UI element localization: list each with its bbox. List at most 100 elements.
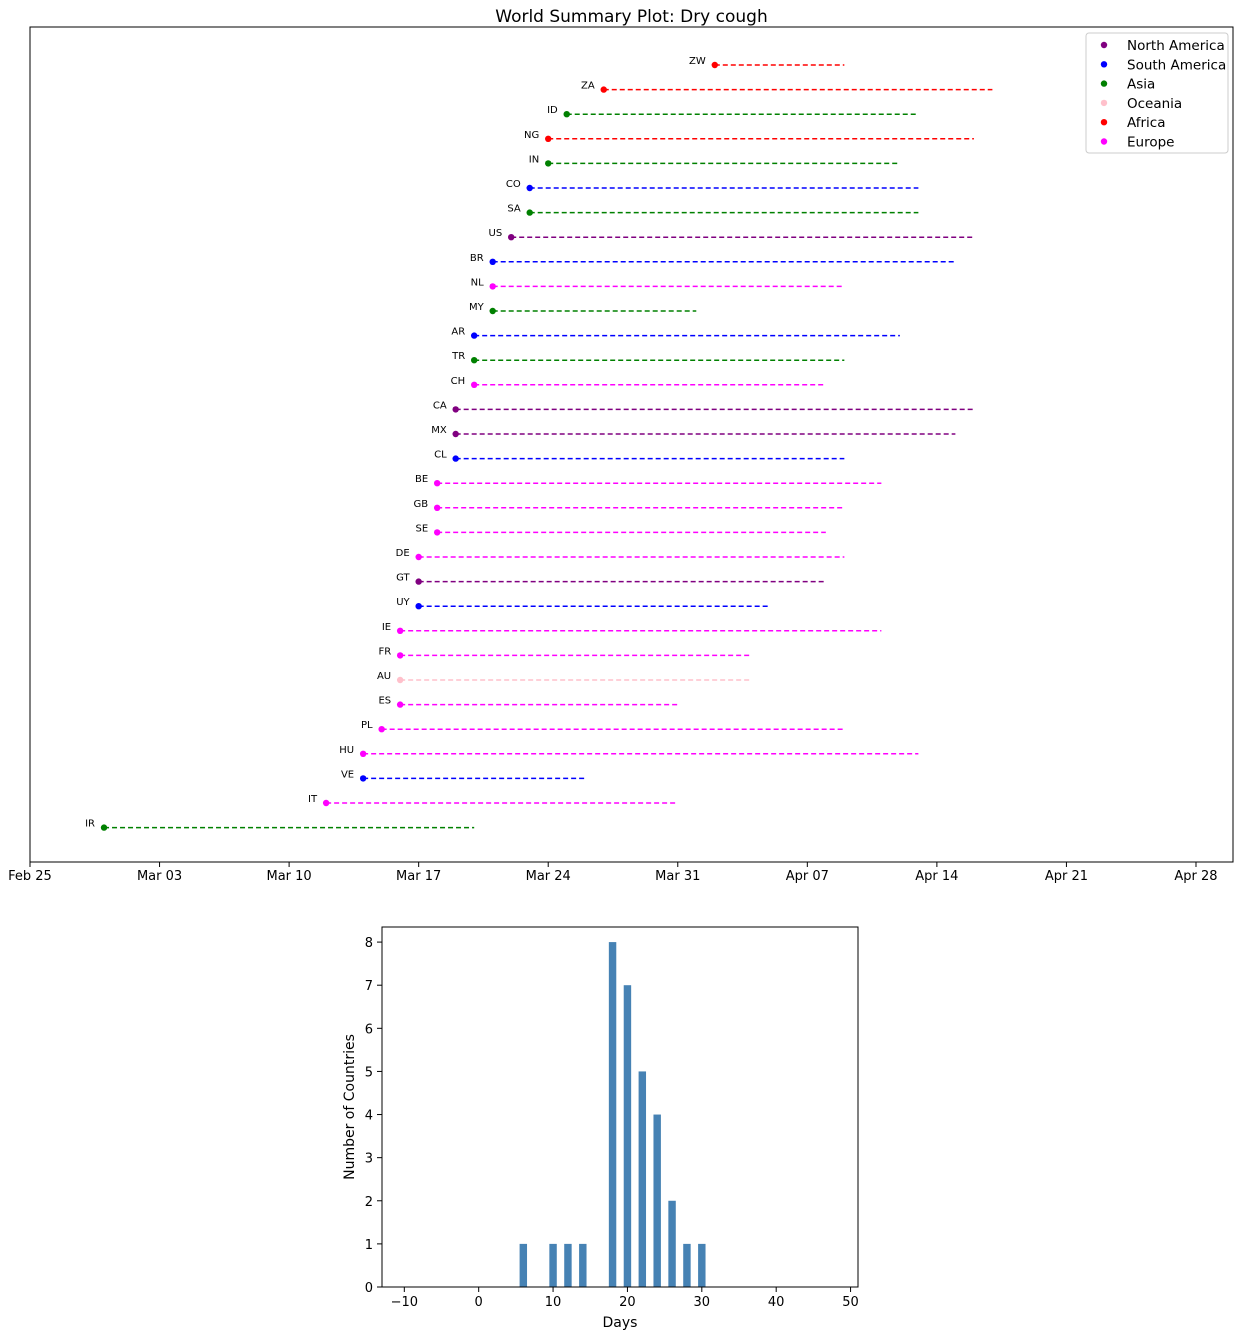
series-label-my: MY: [469, 302, 485, 313]
series-label-uy: UY: [396, 597, 410, 608]
y-tick-label: 0: [365, 1281, 373, 1296]
series-point-es: [396, 701, 404, 708]
legend-label: Oceania: [1127, 96, 1182, 112]
plot-frame: [29, 26, 1234, 863]
x-tick-label: 0: [475, 1295, 483, 1310]
series-label-sa: SA: [507, 204, 521, 215]
series-point-br: [489, 258, 496, 265]
series-point-ve: [359, 775, 367, 782]
series-label-mx: MX: [431, 425, 447, 436]
legend-label: North America: [1127, 38, 1225, 54]
series-point-nl: [489, 283, 496, 290]
series-point-co: [526, 184, 533, 192]
histogram-bar: [668, 1200, 676, 1287]
x-tick-label: 10: [545, 1295, 562, 1310]
x-tick-label: Feb 25: [8, 869, 52, 884]
series-point-ng: [545, 135, 552, 142]
series-point-ca: [452, 406, 459, 413]
series-point-za: [600, 86, 607, 93]
x-tick-label: Mar 03: [137, 869, 182, 884]
series-label-gt: GT: [396, 573, 410, 584]
series-label-ie: IE: [382, 622, 391, 633]
y-tick-label: 8: [365, 936, 373, 951]
series-label-ng: NG: [524, 130, 539, 141]
series-point-uy: [415, 603, 422, 610]
series-label-de: DE: [396, 548, 410, 559]
series-point-hu: [359, 750, 367, 757]
series-label-co: CO: [506, 179, 521, 190]
series-point-my: [489, 307, 496, 315]
y-axis-label: Number of Countries: [342, 1034, 358, 1180]
y-tick-label: 6: [365, 1022, 373, 1037]
histogram-bar: [638, 1071, 647, 1287]
series-label-in: IN: [529, 154, 539, 165]
legend-marker: [1100, 99, 1108, 107]
series-point-zw: [711, 61, 718, 69]
y-tick-label: 2: [365, 1195, 373, 1210]
legend-label: Asia: [1127, 77, 1155, 93]
series-label-zw: ZW: [689, 56, 706, 67]
series-point-ir: [100, 824, 108, 831]
x-tick-label: Mar 31: [655, 869, 700, 884]
series-point-ar: [470, 332, 478, 339]
series-label-ch: CH: [451, 376, 466, 387]
x-tick-label: Mar 24: [526, 869, 571, 884]
histogram-bar: [579, 1243, 587, 1287]
days-histogram: −10 0 10 20 30 40 50 0 1 2 3 4 5 6 7 8 Days Number of Cou…: [342, 926, 859, 1331]
legend-marker: [1100, 61, 1108, 68]
x-axis-label: Days: [603, 1315, 638, 1331]
series-point-se: [433, 529, 441, 536]
series-label-id: ID: [547, 105, 558, 116]
legend-box: [1085, 32, 1229, 154]
series-label-ca: CA: [433, 400, 447, 411]
histogram-bar: [623, 985, 632, 1287]
series-label-pl: PL: [361, 720, 373, 731]
series-label-it: IT: [308, 794, 318, 805]
x-tick-label: 40: [768, 1295, 785, 1310]
legend-label: South America: [1127, 57, 1226, 73]
histogram-bar: [683, 1243, 691, 1287]
series-label-be: BE: [415, 474, 428, 485]
series-label-us: US: [489, 228, 503, 239]
x-tick-label: Apr 07: [786, 869, 829, 884]
series-label-es: ES: [378, 696, 391, 707]
series-label-se: SE: [415, 523, 428, 534]
series-label-fr: FR: [378, 646, 391, 657]
series-label-ir: IR: [85, 819, 95, 830]
series-point-au: [396, 676, 404, 684]
histogram-bar: [549, 1243, 557, 1287]
series-point-mx: [452, 430, 459, 438]
x-tick-label: 20: [619, 1295, 636, 1310]
series-label-cl: CL: [434, 450, 447, 461]
series-point-us: [508, 234, 515, 241]
series-point-id: [563, 111, 570, 118]
series-label-tr: TR: [451, 351, 465, 362]
legend-marker: [1100, 119, 1108, 126]
legend-marker: [1100, 41, 1108, 49]
x-tick-label: Apr 28: [1174, 869, 1217, 884]
y-tick-label: 1: [365, 1238, 373, 1253]
x-tick-label: 30: [694, 1295, 711, 1310]
x-tick-label: −10: [391, 1295, 418, 1310]
chart-title: World Summary Plot: Dry cough: [495, 7, 767, 27]
x-tick-label: 50: [842, 1295, 859, 1310]
series-point-tr: [470, 357, 478, 364]
series-point-ch: [470, 381, 478, 388]
series-label-gb: GB: [414, 499, 429, 510]
x-tick-label: Apr 21: [1045, 869, 1088, 884]
series-point-it: [322, 799, 330, 807]
series-point-be: [433, 480, 441, 487]
world-summary-plot: World Summary Plot: Dry cough ZW ZA ID NG IN C…: [8, 7, 1234, 884]
series-point-gb: [433, 504, 441, 511]
series-point-ie: [396, 627, 404, 634]
histogram-bar: [698, 1243, 706, 1287]
y-tick-label: 3: [365, 1152, 373, 1167]
histogram-bar: [564, 1243, 572, 1287]
series-label-au: AU: [377, 671, 391, 682]
y-tick-label: 5: [365, 1065, 373, 1080]
series-label-nl: NL: [471, 277, 484, 288]
legend-label: Europe: [1127, 135, 1174, 151]
legend-marker: [1100, 138, 1108, 145]
y-tick-label: 7: [365, 979, 373, 994]
legend-label: Africa: [1127, 115, 1166, 131]
